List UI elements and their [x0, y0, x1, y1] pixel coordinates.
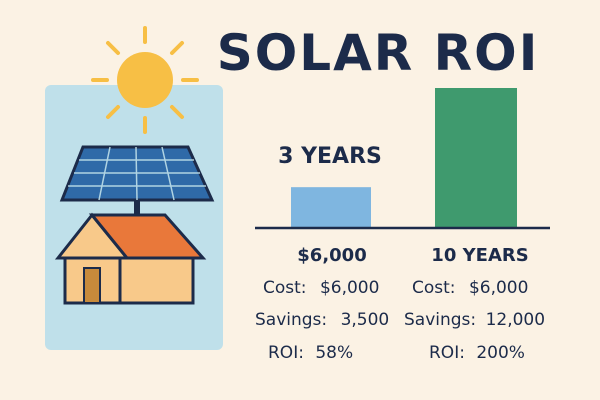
details-3-years: $6,000 Cost: $6,000 Savings: 3,500 ROI: …	[255, 245, 389, 363]
roi-label-10-years: ROI: 200%	[429, 343, 525, 363]
detail-header-3-years: $6,000	[297, 245, 366, 266]
illustration	[45, 26, 223, 350]
chart-title: SOLAR ROI	[217, 24, 540, 82]
solar-panel-icon	[59, 145, 215, 214]
cost-label-10-years: Cost: $6,000	[412, 278, 528, 298]
category-label-3-years: 3 YEARS	[278, 144, 382, 169]
roi-label-3-years: ROI: 58%	[268, 343, 353, 363]
bar-3-years	[291, 187, 371, 228]
sun-icon	[91, 26, 199, 134]
detail-header-10-years: 10 YEARS	[431, 245, 528, 266]
house-icon	[54, 212, 207, 305]
bars	[291, 88, 517, 228]
bar-10-years	[435, 88, 517, 228]
details-10-years: 10 YEARS Cost: $6,000 Savings: 12,000 RO…	[404, 245, 545, 363]
cost-label-3-years: Cost: $6,000	[263, 278, 379, 298]
savings-label-10-years: Savings: 12,000	[404, 310, 545, 330]
savings-label-3-years: Savings: 3,500	[255, 310, 389, 330]
